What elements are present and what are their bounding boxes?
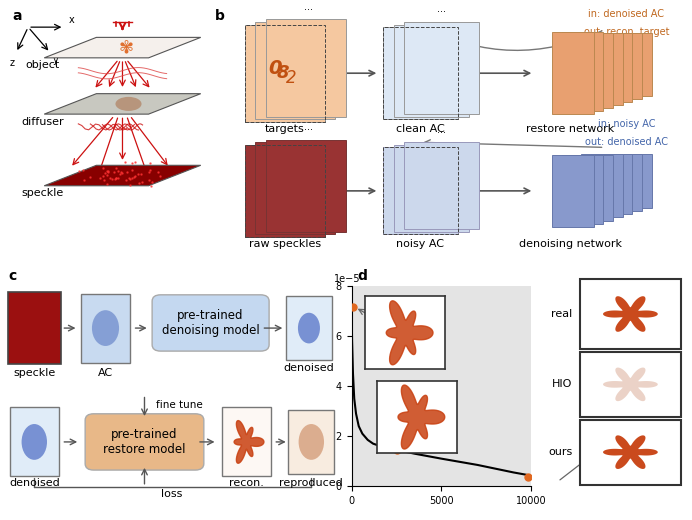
Text: c: c bbox=[9, 269, 17, 283]
Text: fine tune: fine tune bbox=[156, 400, 203, 410]
Text: out: denoised AC: out: denoised AC bbox=[585, 137, 668, 147]
Polygon shape bbox=[603, 435, 658, 469]
Text: denoising network: denoising network bbox=[519, 240, 622, 250]
FancyBboxPatch shape bbox=[85, 414, 204, 470]
Text: a: a bbox=[12, 9, 21, 23]
FancyBboxPatch shape bbox=[404, 22, 480, 114]
Text: b: b bbox=[215, 9, 224, 23]
FancyBboxPatch shape bbox=[404, 142, 480, 229]
FancyBboxPatch shape bbox=[266, 140, 346, 232]
Polygon shape bbox=[44, 94, 201, 114]
Text: d: d bbox=[357, 269, 367, 283]
Polygon shape bbox=[44, 37, 201, 58]
Text: restore network: restore network bbox=[527, 124, 614, 134]
Text: denoised: denoised bbox=[284, 362, 334, 373]
FancyBboxPatch shape bbox=[580, 279, 680, 348]
Ellipse shape bbox=[299, 424, 324, 460]
FancyBboxPatch shape bbox=[289, 410, 334, 474]
Text: x: x bbox=[69, 15, 74, 24]
FancyBboxPatch shape bbox=[572, 154, 613, 220]
Ellipse shape bbox=[92, 310, 119, 346]
Text: pre-trained
denoising model: pre-trained denoising model bbox=[162, 309, 260, 337]
FancyBboxPatch shape bbox=[10, 407, 59, 476]
Text: ✾: ✾ bbox=[119, 38, 134, 57]
Text: speckle: speckle bbox=[13, 368, 55, 378]
FancyBboxPatch shape bbox=[394, 145, 468, 232]
Polygon shape bbox=[603, 368, 658, 401]
Text: real: real bbox=[551, 309, 572, 319]
Text: speckle: speckle bbox=[21, 188, 64, 198]
FancyBboxPatch shape bbox=[81, 293, 130, 362]
Polygon shape bbox=[386, 301, 433, 365]
Text: HIO: HIO bbox=[552, 380, 572, 389]
Text: pre-trained
restore model: pre-trained restore model bbox=[103, 428, 185, 456]
Text: recon.: recon. bbox=[229, 478, 264, 488]
FancyBboxPatch shape bbox=[8, 292, 61, 364]
Text: clean AC: clean AC bbox=[396, 124, 445, 134]
FancyBboxPatch shape bbox=[552, 155, 594, 227]
Text: diffuser: diffuser bbox=[21, 116, 64, 127]
FancyBboxPatch shape bbox=[255, 22, 336, 119]
FancyBboxPatch shape bbox=[383, 147, 458, 235]
FancyBboxPatch shape bbox=[581, 33, 623, 105]
FancyBboxPatch shape bbox=[383, 27, 458, 119]
Text: in: noisy AC: in: noisy AC bbox=[597, 119, 655, 129]
Text: denoised: denoised bbox=[9, 478, 60, 488]
Text: 8: 8 bbox=[277, 64, 289, 82]
Text: ...: ... bbox=[304, 122, 313, 132]
Text: ...: ... bbox=[437, 125, 446, 135]
Polygon shape bbox=[234, 421, 264, 463]
Polygon shape bbox=[44, 165, 201, 186]
Text: in: denoised AC: in: denoised AC bbox=[588, 9, 664, 19]
FancyBboxPatch shape bbox=[266, 19, 346, 116]
FancyBboxPatch shape bbox=[580, 420, 680, 485]
FancyBboxPatch shape bbox=[591, 154, 632, 214]
Ellipse shape bbox=[21, 424, 47, 460]
Text: out: recon. target: out: recon. target bbox=[583, 27, 669, 37]
Text: ...: ... bbox=[304, 2, 313, 12]
FancyBboxPatch shape bbox=[552, 32, 594, 114]
Text: targets: targets bbox=[265, 124, 304, 134]
FancyBboxPatch shape bbox=[562, 155, 603, 224]
FancyBboxPatch shape bbox=[591, 33, 632, 102]
Ellipse shape bbox=[116, 97, 142, 111]
FancyBboxPatch shape bbox=[286, 296, 332, 360]
Polygon shape bbox=[398, 385, 445, 449]
Text: loss: loss bbox=[161, 489, 182, 499]
Text: z: z bbox=[10, 58, 15, 68]
FancyBboxPatch shape bbox=[152, 295, 269, 351]
FancyBboxPatch shape bbox=[221, 407, 271, 476]
Text: 0: 0 bbox=[268, 59, 282, 77]
FancyBboxPatch shape bbox=[572, 33, 613, 108]
Polygon shape bbox=[603, 296, 658, 332]
Text: y: y bbox=[53, 55, 58, 66]
Text: AC: AC bbox=[98, 368, 113, 378]
FancyBboxPatch shape bbox=[245, 24, 325, 122]
Text: noisy AC: noisy AC bbox=[397, 240, 444, 250]
FancyBboxPatch shape bbox=[610, 154, 652, 209]
FancyBboxPatch shape bbox=[394, 24, 468, 116]
Text: raw speckles: raw speckles bbox=[248, 240, 321, 250]
FancyBboxPatch shape bbox=[601, 33, 642, 99]
Text: object: object bbox=[25, 60, 60, 70]
Text: reproduced: reproduced bbox=[280, 478, 343, 488]
FancyBboxPatch shape bbox=[601, 154, 642, 211]
FancyBboxPatch shape bbox=[610, 33, 652, 96]
Ellipse shape bbox=[298, 313, 320, 343]
FancyBboxPatch shape bbox=[581, 154, 623, 217]
FancyBboxPatch shape bbox=[255, 142, 336, 235]
FancyBboxPatch shape bbox=[562, 32, 603, 111]
Text: ...: ... bbox=[437, 4, 446, 15]
Text: 2: 2 bbox=[286, 69, 296, 87]
FancyBboxPatch shape bbox=[245, 145, 325, 237]
FancyBboxPatch shape bbox=[580, 352, 680, 417]
Text: ours: ours bbox=[548, 447, 572, 457]
